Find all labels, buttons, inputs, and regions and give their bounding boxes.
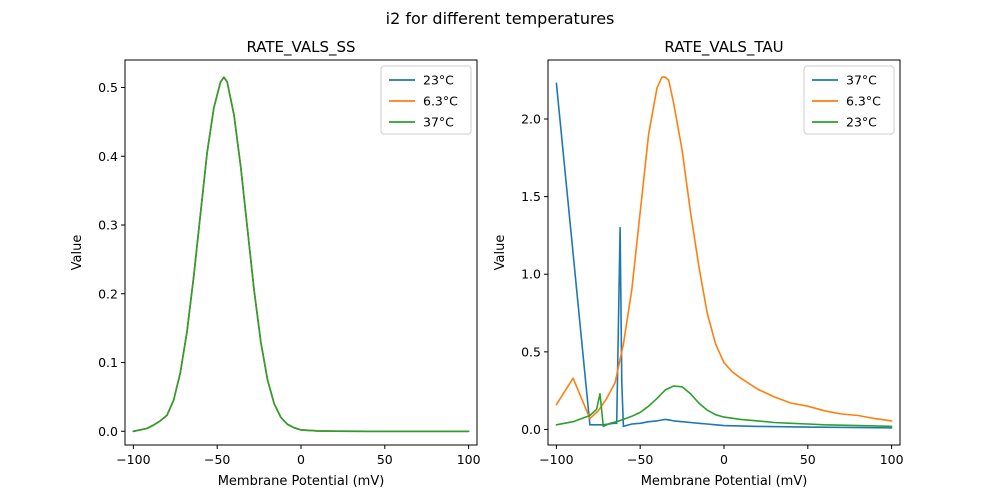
x-axis-label: Membrane Potential (mV): [218, 474, 385, 489]
legend: 37°C 6.3°C 23°C: [803, 65, 895, 135]
legend-label-23-c: 23°C: [846, 115, 877, 130]
subplot-rate-vals-ss: −100 −50 0 50 100 0.0 0.1 0.2 0.3 0.4 0.5 RATE_VALS…: [70, 38, 481, 489]
y-tick-label: 0.5: [521, 344, 541, 359]
series-line-37-c: [555, 82, 893, 429]
y-tick-label: 0.2: [98, 286, 118, 301]
x-tick-label: −50: [204, 452, 230, 467]
x-tick-label: 0: [720, 452, 728, 467]
y-axis-label: Value: [493, 235, 508, 271]
y-tick-label: 0.5: [98, 80, 118, 95]
figure-suptitle: i2 for different temperatures: [386, 9, 615, 28]
legend-label-6-3-c: 6.3°C: [423, 94, 458, 109]
x-tick-label: −100: [116, 452, 150, 467]
series-line-37-c: [132, 76, 470, 433]
x-tick-label: 50: [800, 452, 816, 467]
y-tick-label: 0.4: [98, 149, 118, 164]
legend-label-37-c: 37°C: [846, 73, 877, 88]
series-line-6-3-c: [555, 76, 893, 422]
x-tick-label: 0: [297, 452, 305, 467]
y-axis-label: Value: [70, 235, 85, 271]
x-tick-label: 100: [457, 452, 481, 467]
x-tick-label: −50: [627, 452, 653, 467]
series-group: [132, 76, 470, 433]
x-tick-label: 50: [377, 452, 393, 467]
y-tick-label: 1.0: [521, 267, 541, 282]
series-line-23-c: [555, 385, 893, 428]
x-axis-label: Membrane Potential (mV): [641, 474, 808, 489]
chart-title: RATE_VALS_SS: [246, 38, 355, 57]
y-tick-label: 0.0: [98, 424, 118, 439]
y-tick-label: 1.5: [521, 189, 541, 204]
legend-label-37-c: 37°C: [423, 115, 454, 130]
legend-label-23-c: 23°C: [423, 73, 454, 88]
subplot-rate-vals-tau: −100 −50 0 50 100 0.0 0.5 1.0 1.5 2.0 RATE_VALS_TA…: [493, 38, 904, 489]
y-tick-label: 2.0: [521, 111, 541, 126]
legend-box: [803, 65, 895, 135]
y-tick-label: 0.0: [521, 422, 541, 437]
x-tick-label: 100: [880, 452, 904, 467]
y-tick-label: 0.1: [98, 355, 118, 370]
y-tick-label: 0.3: [98, 218, 118, 233]
legend: 23°C 6.3°C 37°C: [380, 65, 472, 135]
x-tick-label: −100: [539, 452, 573, 467]
series-group: [555, 76, 893, 429]
legend-box: [380, 65, 472, 135]
legend-label-6-3-c: 6.3°C: [846, 94, 881, 109]
chart-title: RATE_VALS_TAU: [664, 38, 783, 57]
